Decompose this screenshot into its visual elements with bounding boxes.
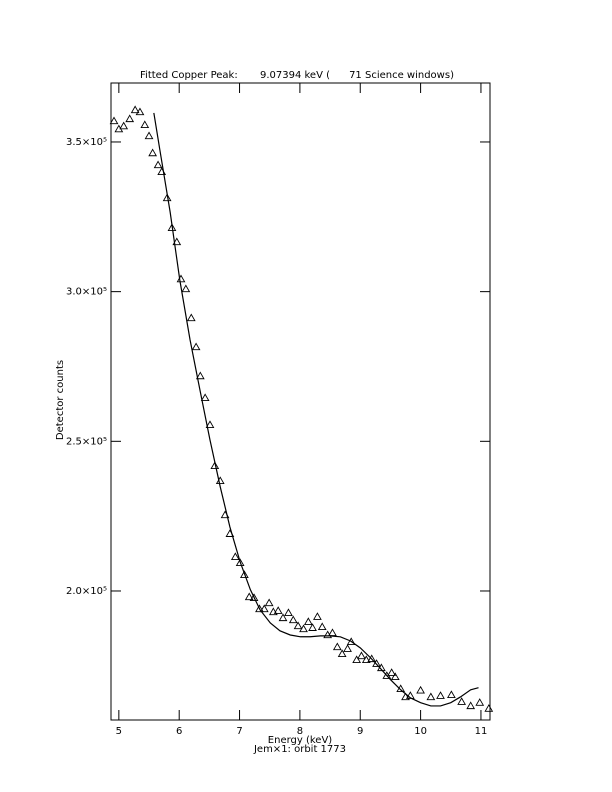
data-point: [361, 655, 371, 663]
data-point: [255, 604, 264, 613]
y-axis-label: Detector counts: [55, 360, 66, 440]
data-point: [167, 223, 177, 232]
data-point: [264, 598, 274, 607]
x-axis-label: Energy (keV): [268, 735, 333, 746]
data-point: [215, 476, 225, 484]
data-point: [288, 615, 298, 624]
chart-title: Fitted Copper Peak: 9.07394 keV ( 71 Sci…: [140, 70, 454, 81]
data-point: [235, 558, 245, 566]
data-point: [259, 604, 269, 613]
data-point: [162, 193, 172, 202]
data-point: [186, 313, 196, 322]
data-point: [239, 570, 249, 578]
x-tick-label: 9: [357, 726, 363, 737]
data-point: [244, 592, 254, 601]
data-point: [387, 668, 397, 676]
x-tick-label: 6: [176, 726, 182, 737]
data-point: [144, 131, 154, 140]
y-tick-label: 2.0×10⁵: [66, 586, 107, 597]
data-point: [205, 420, 215, 428]
data-point: [172, 237, 182, 246]
y-tick-label: 3.0×10⁵: [66, 287, 107, 298]
data-point: [457, 697, 467, 705]
data-point: [230, 552, 240, 561]
data-point: [346, 637, 356, 646]
data-point: [249, 593, 259, 602]
data-point: [191, 342, 201, 351]
data-point: [447, 690, 456, 699]
data-point: [357, 651, 366, 660]
data-point: [130, 105, 140, 114]
data-point: [466, 701, 476, 710]
data-point: [109, 116, 119, 125]
data-point: [308, 623, 317, 631]
y-tick-label: 3.5×10⁵: [66, 137, 107, 148]
data-point: [396, 684, 406, 693]
data-point: [367, 654, 377, 663]
data-point: [303, 617, 313, 625]
data-point: [337, 649, 347, 657]
data-point: [140, 120, 150, 129]
data-point: [484, 704, 494, 712]
plot-frame: [110, 82, 491, 721]
data-point: [284, 608, 293, 616]
data-point: [323, 630, 333, 639]
data-point: [125, 114, 135, 123]
data-point: [313, 612, 322, 620]
data-point: [119, 121, 129, 130]
data-point: [317, 622, 327, 631]
data-point: [332, 642, 342, 651]
data-point: [416, 685, 425, 694]
subtitle: Jem×1: orbit 1773: [253, 744, 346, 755]
data-point: [181, 284, 191, 293]
data-point: [210, 461, 220, 470]
data-point: [176, 274, 186, 283]
data-point: [426, 692, 436, 701]
y-tick-label: 2.5×10⁵: [66, 436, 107, 447]
data-point: [200, 393, 210, 402]
data-point: [343, 644, 352, 652]
data-point: [153, 160, 163, 169]
data-point: [273, 606, 283, 614]
data-point: [372, 659, 381, 667]
data-point: [148, 148, 158, 157]
data-point: [293, 621, 303, 630]
data-point: [401, 692, 410, 701]
data-point: [390, 672, 400, 681]
x-tick-label: 8: [297, 726, 303, 737]
x-tick-label: 10: [414, 726, 427, 737]
x-tick-label: 5: [116, 726, 122, 737]
data-point: [278, 613, 288, 622]
data-point: [268, 607, 278, 616]
data-point: [352, 655, 362, 663]
data-point: [436, 691, 445, 699]
data-point: [195, 371, 205, 380]
x-tick-label: 11: [475, 726, 488, 737]
data-point: [475, 698, 485, 706]
x-tick-label: 7: [236, 726, 242, 737]
data-point: [299, 624, 308, 633]
fit-line: [153, 112, 479, 707]
data-point: [135, 107, 145, 116]
